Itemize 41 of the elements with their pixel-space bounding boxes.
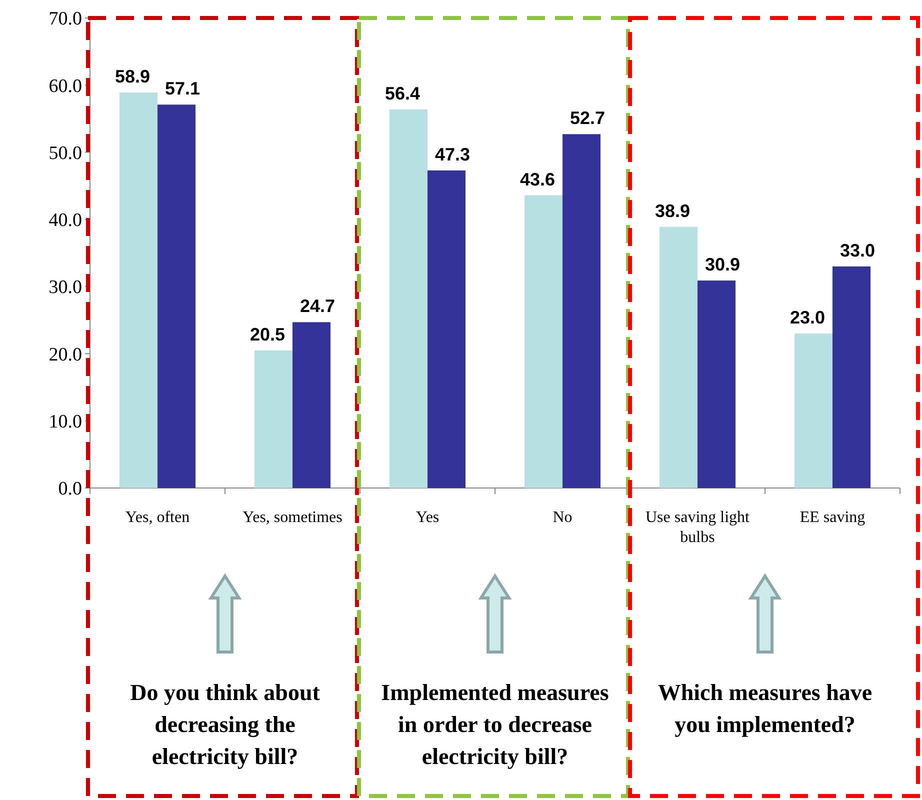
bar (562, 134, 600, 488)
data-label: 23.0 (790, 308, 826, 328)
x-tick-label: EE saving (800, 509, 866, 526)
x-tick-label: No (552, 509, 572, 526)
bar (428, 170, 466, 488)
data-label: 30.9 (704, 254, 740, 275)
data-label: 38.9 (654, 200, 690, 221)
bar (292, 322, 330, 488)
bar (120, 92, 158, 488)
text: Implemented measures in order to decrease electricity bill? (381, 680, 609, 769)
x-tick-label: Yes, often (125, 509, 190, 526)
bar (524, 195, 562, 488)
text: Which measures have you implemented? (658, 680, 872, 737)
y-tick-label: 20.0 (48, 344, 82, 366)
y-tick-label: 50.0 (48, 142, 82, 164)
bar (698, 280, 736, 488)
y-tick-label: 30.0 (48, 277, 82, 298)
data-label: 47.3 (434, 144, 470, 164)
y-tick-label: 60.0 (48, 76, 82, 97)
data-label: 56.4 (384, 83, 420, 104)
data-label: 58.9 (114, 66, 150, 87)
y-tick-label: 0.0 (58, 478, 82, 500)
x-tick-label: Use saving light bulbs (646, 509, 750, 546)
bar (660, 226, 698, 488)
data-label: 43.6 (520, 169, 556, 190)
data-label: 52.7 (570, 108, 606, 128)
bar (794, 334, 832, 488)
bar (832, 266, 870, 488)
y-tick-label: 40.0 (48, 210, 82, 232)
x-tick-label: Yes (416, 509, 440, 526)
x-tick-label: Yes, sometimes (242, 509, 342, 526)
data-label: 20.5 (250, 324, 286, 344)
bar (390, 109, 428, 488)
data-label: 24.7 (300, 296, 336, 316)
bar (158, 104, 196, 488)
data-label: 57.1 (164, 78, 200, 99)
text: Do you think about decreasing the electricity bill? (130, 680, 320, 769)
data-label: 33.0 (840, 240, 876, 260)
y-tick-label: 70.0 (48, 8, 82, 30)
y-tick-label: 10.0 (48, 412, 82, 433)
bar (254, 350, 292, 488)
